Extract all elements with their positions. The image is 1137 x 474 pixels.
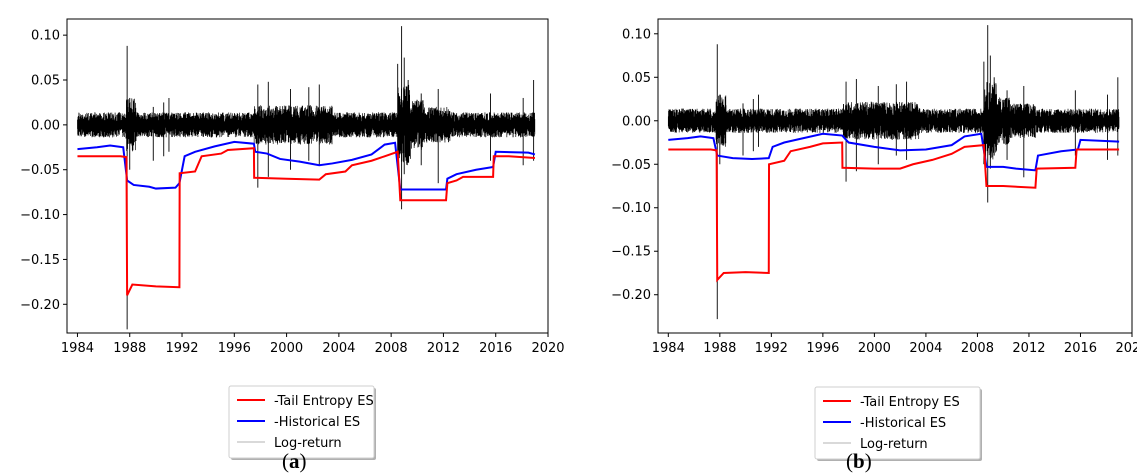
historical-es-line: [668, 132, 1120, 172]
y-tick: 0.10: [622, 27, 658, 42]
caption-close-paren: ): [865, 449, 872, 473]
y-tick-label: −0.20: [611, 288, 651, 303]
y-tick-label: −0.05: [611, 158, 651, 173]
x-tick-label: 1988: [113, 341, 146, 356]
x-tick: 2008: [961, 333, 994, 356]
x-tick-label: 1988: [703, 341, 736, 356]
y-tick: −0.15: [611, 245, 658, 260]
x-tick: 1992: [165, 333, 199, 356]
panel-caption: (b): [846, 449, 872, 473]
legend: -Tail Entropy ES -Historical ES Log-return: [228, 385, 376, 460]
x-tick: 2020: [531, 333, 565, 356]
y-tick: −0.05: [20, 163, 67, 178]
x-tick: 1992: [755, 333, 788, 356]
caption-open-paren: (: [846, 449, 853, 473]
y-tick-label: −0.05: [20, 163, 60, 178]
x-tick-label: 2012: [427, 341, 460, 356]
tail-entropy-es-line: [77, 147, 535, 296]
y-tick-label: −0.10: [611, 201, 651, 216]
y-tick-label: 0.05: [622, 71, 651, 86]
y-tick: −0.20: [20, 298, 67, 313]
axes-frame: [657, 18, 1133, 334]
x-tick-label: 2008: [961, 341, 994, 356]
legend: -Tail Entropy ES -Historical ES Log-return: [814, 386, 982, 461]
legend-box: [814, 386, 981, 460]
x-tick-label: 2020: [531, 341, 564, 356]
x-tick: 1988: [703, 333, 736, 356]
y-tick: 0.05: [31, 74, 67, 89]
x-tick: 1984: [61, 333, 94, 356]
x-tick-label: 1992: [165, 341, 198, 356]
caption-letter: b: [853, 449, 865, 473]
legend-label: -Historical ES: [274, 415, 360, 430]
y-tick: −0.10: [611, 201, 658, 216]
x-tick: 2004: [909, 333, 942, 356]
log-return-series: [77, 84, 536, 166]
x-tick-label: 2008: [375, 341, 408, 356]
x-tick-label: 2004: [322, 341, 355, 356]
plot-area: [77, 26, 536, 330]
x-tick: 2008: [375, 333, 408, 356]
y-tick-label: 0.10: [31, 29, 60, 44]
legend-label: -Tail Entropy ES: [274, 394, 374, 409]
x-tick-label: 1996: [218, 341, 251, 356]
x-tick-label: 2016: [1064, 341, 1097, 356]
legend-label: Log-return: [274, 436, 342, 451]
x-tick: 1988: [113, 333, 146, 356]
y-tick: 0.00: [31, 118, 67, 133]
y-tick: 0.10: [31, 29, 67, 44]
caption-close-paren: ): [300, 449, 307, 473]
y-tick-label: 0.00: [31, 118, 60, 133]
legend-label: -Tail Entropy ES: [860, 395, 960, 410]
y-tick-label: −0.10: [20, 208, 60, 223]
y-tick: −0.15: [20, 253, 67, 268]
y-tick: −0.05: [611, 158, 658, 173]
x-tick-label: 2000: [858, 341, 891, 356]
x-tick-label: 1984: [61, 341, 94, 356]
x-tick-label: 2012: [1012, 341, 1045, 356]
tail-entropy-es-line: [668, 141, 1120, 283]
y-tick-label: 0.00: [622, 114, 651, 129]
chart-panel-b: 0.10 0.05 0.00 −0.05 −0.10 −0.15 −0.20 1984 1988…: [611, 18, 1137, 473]
panel-caption: (a): [282, 449, 307, 473]
legend-label: Log-return: [860, 437, 928, 452]
x-tick-label: 2004: [909, 341, 942, 356]
x-tick-label: 2020: [1115, 341, 1137, 356]
x-tick-label: 2000: [270, 341, 303, 356]
y-tick: 0.05: [622, 71, 658, 86]
plot-area: [667, 25, 1120, 320]
y-tick-label: 0.10: [622, 27, 651, 42]
y-tick: −0.20: [611, 288, 658, 303]
x-tick: 2012: [1012, 333, 1046, 356]
x-tick: 2016: [479, 333, 512, 356]
y-tick-label: −0.20: [20, 298, 60, 313]
y-tick: 0.00: [622, 114, 658, 129]
y-tick: −0.10: [20, 208, 67, 223]
x-tick-label: 1992: [755, 341, 788, 356]
y-tick-label: 0.05: [31, 74, 60, 89]
x-tick: 2020: [1115, 333, 1137, 356]
x-tick-label: 1984: [652, 341, 685, 356]
x-tick: 2016: [1064, 333, 1097, 356]
x-tick: 1984: [652, 333, 685, 356]
historical-es-line: [77, 140, 536, 191]
caption-open-paren: (: [282, 449, 289, 473]
log-return-series: [667, 81, 1120, 160]
y-tick-label: −0.15: [611, 245, 651, 260]
y-tick-label: −0.15: [20, 253, 60, 268]
chart-panel-a: 0.10 0.05 0.00 −0.05 −0.10 −0.15 −0.20 1984 1988…: [20, 18, 565, 473]
axes-frame: [66, 18, 549, 334]
x-tick: 1996: [218, 333, 251, 356]
x-tick: 2004: [322, 333, 355, 356]
x-tick: 2000: [858, 333, 891, 356]
x-tick: 2012: [427, 333, 460, 356]
caption-letter: a: [289, 449, 300, 473]
x-tick-label: 2016: [479, 341, 512, 356]
x-tick: 1996: [806, 333, 839, 356]
legend-box: [228, 385, 375, 459]
x-tick: 2000: [270, 333, 303, 356]
legend-label: -Historical ES: [860, 416, 946, 431]
x-tick-label: 1996: [806, 341, 839, 356]
